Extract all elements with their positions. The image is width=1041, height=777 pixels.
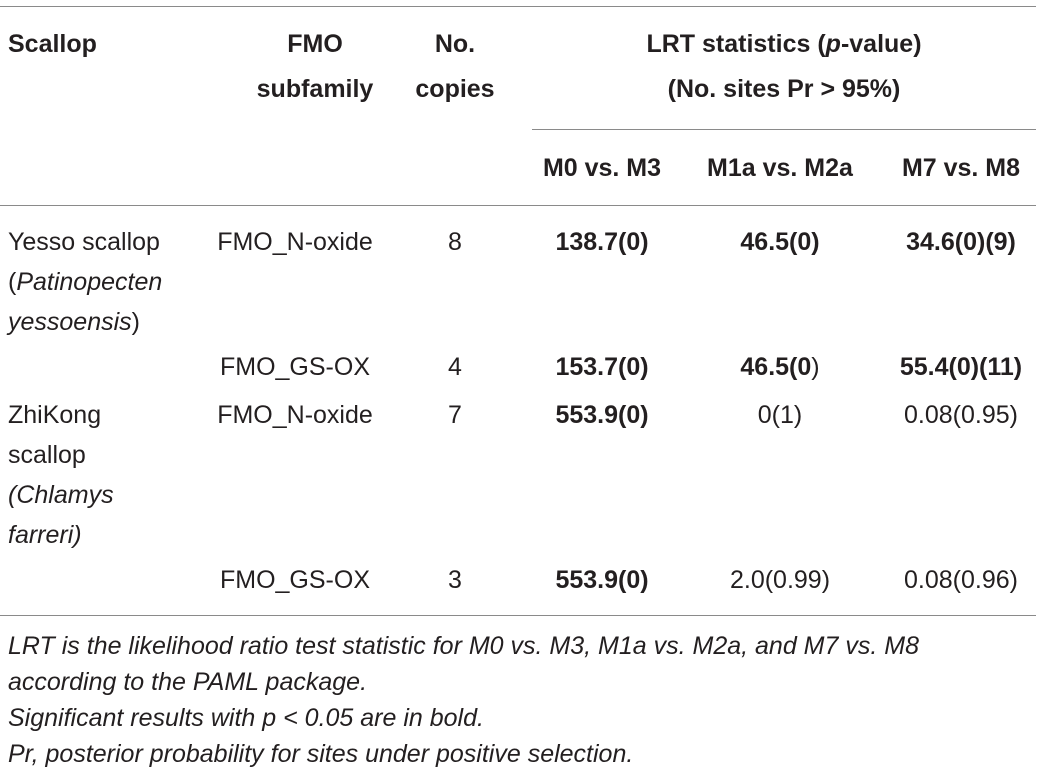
header-scallop: Scallop bbox=[8, 30, 97, 58]
table-top-rule bbox=[0, 6, 1036, 7]
row1-subfamily: FMO_N-oxide bbox=[217, 228, 373, 256]
row2-copies: 4 bbox=[448, 353, 462, 381]
row2-m1am2a-plain: ) bbox=[811, 353, 820, 381]
row2-subfamily: FMO_GS-OX bbox=[219, 353, 370, 381]
header-bottom-rule bbox=[0, 205, 1036, 206]
header-fmo-line1: FMO bbox=[287, 30, 343, 58]
header-lrt-line1: LRT statistics (p-value) bbox=[532, 24, 1036, 64]
row1-scallop-name: Yesso scallop bbox=[8, 228, 160, 256]
row1-m1am2a: 46.5(0) bbox=[740, 228, 820, 256]
row3-m7m8: 0.08(0.95) bbox=[904, 401, 1018, 429]
row2-m1am2a: 46.5(0) bbox=[682, 347, 878, 387]
row1-m0m3: 138.7(0) bbox=[555, 228, 649, 256]
header-lrt-line2: (No. sites Pr > 95%) bbox=[667, 75, 901, 103]
row1-paren-open: ( bbox=[8, 268, 17, 296]
row2-m0m3: 153.7(0) bbox=[555, 353, 649, 381]
row4-copies: 3 bbox=[448, 566, 462, 594]
footnote-2: according to the PAML package. bbox=[8, 668, 368, 696]
row3-scallop-latin-1: (Chlamys bbox=[8, 481, 114, 509]
header-lrt-pre: LRT statistics ( bbox=[646, 30, 826, 58]
row3-copies: 7 bbox=[448, 401, 462, 429]
header-copies-line1: No. bbox=[434, 30, 476, 58]
row4-m0m3: 553.9(0) bbox=[555, 566, 649, 594]
row1-scallop-latin-2: yessoensis) bbox=[8, 302, 140, 342]
row1-latin-2: yessoensis bbox=[8, 308, 132, 336]
row1-paren-close: ) bbox=[131, 308, 140, 336]
footnote-4: Pr, posterior probability for sites unde… bbox=[8, 740, 634, 768]
row1-m7m8: 34.6(0)(9) bbox=[906, 228, 1016, 256]
row2-m1am2a-bold: 46.5(0 bbox=[740, 353, 812, 381]
header-m7-vs-m8: M7 vs. M8 bbox=[901, 154, 1021, 182]
row3-m1am2a: 0(1) bbox=[757, 401, 803, 429]
footnote-1: LRT is the likelihood ratio test statist… bbox=[8, 632, 919, 660]
row3-scallop-line1: ZhiKong bbox=[8, 401, 102, 429]
row2-m7m8: 55.4(0)(11) bbox=[899, 353, 1023, 381]
header-sub-rule bbox=[532, 129, 1036, 130]
row4-m1am2a: 2.0(0.99) bbox=[729, 566, 831, 594]
row1-latin-1: Patinopecten bbox=[16, 268, 163, 296]
row1-scallop-latin-1: (Patinopecten bbox=[8, 262, 162, 302]
header-lrt-p: p bbox=[825, 30, 841, 58]
row3-m0m3: 553.9(0) bbox=[555, 401, 649, 429]
header-fmo-line2: subfamily bbox=[256, 75, 374, 103]
row3-subfamily: FMO_N-oxide bbox=[217, 401, 373, 429]
row1-copies: 8 bbox=[448, 228, 462, 256]
header-copies-line2: copies bbox=[415, 75, 495, 103]
table-bottom-rule bbox=[0, 615, 1036, 616]
header-lrt-post: -value) bbox=[840, 30, 922, 58]
header-m0-vs-m3: M0 vs. M3 bbox=[542, 154, 662, 182]
footnote-3: Significant results with p < 0.05 are in… bbox=[8, 704, 484, 732]
row3-scallop-latin-2: farreri) bbox=[8, 521, 82, 549]
header-m1a-vs-m2a: M1a vs. M2a bbox=[707, 154, 853, 182]
row3-scallop-line2: scallop bbox=[8, 441, 86, 469]
row4-m7m8: 0.08(0.96) bbox=[904, 566, 1018, 594]
row4-subfamily: FMO_GS-OX bbox=[219, 566, 370, 594]
